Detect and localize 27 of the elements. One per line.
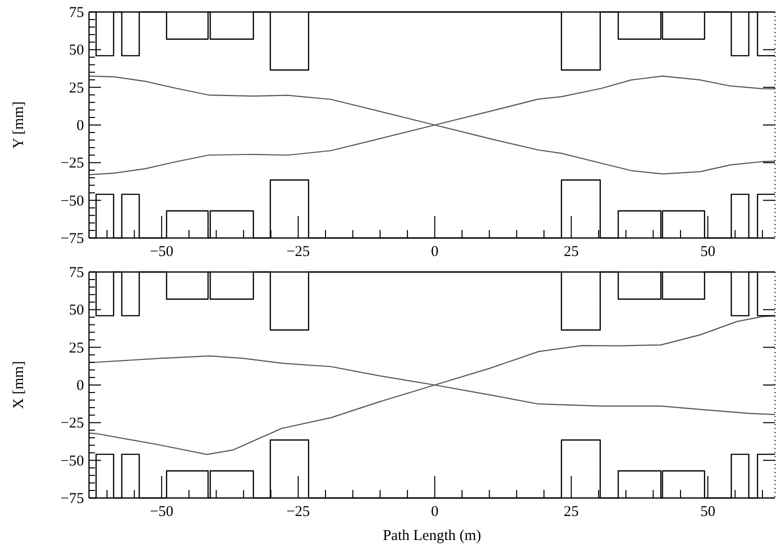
- y-axis-title: X [mm]: [11, 361, 27, 409]
- x-axis-title: Path Length (m): [382, 528, 482, 544]
- x-tick-label: −50: [150, 244, 174, 260]
- y-tick-label: −50: [60, 193, 84, 210]
- x-tick-label: −50: [150, 504, 174, 520]
- y-tick-label: −75: [60, 491, 84, 507]
- x-tick-label: 0: [430, 504, 438, 520]
- y-tick-label: −50: [60, 453, 84, 470]
- x-tick-label: −25: [286, 244, 310, 260]
- y-tick-label: 50: [69, 302, 84, 319]
- y-tick-label: 50: [69, 42, 84, 59]
- x-tick-label: 25: [564, 504, 579, 520]
- y-tick-label: 25: [69, 80, 84, 96]
- y-tick-label: 25: [69, 340, 84, 356]
- y-tick-label: 75: [69, 265, 84, 281]
- y-tick-label: −25: [60, 416, 84, 432]
- x-tick-label: 50: [700, 244, 716, 260]
- x-tick-label: 50: [700, 504, 716, 520]
- y-tick-label: 0: [76, 378, 84, 394]
- y-tick-label: 0: [76, 118, 84, 134]
- x-tick-label: −25: [286, 504, 310, 520]
- x-tick-label: 25: [564, 244, 579, 260]
- y-tick-label: −25: [60, 156, 84, 172]
- y-axis-title: Y [mm]: [11, 101, 27, 149]
- y-tick-label: −75: [60, 231, 84, 247]
- y-tick-label: 75: [69, 5, 84, 21]
- x-tick-label: 0: [430, 244, 438, 260]
